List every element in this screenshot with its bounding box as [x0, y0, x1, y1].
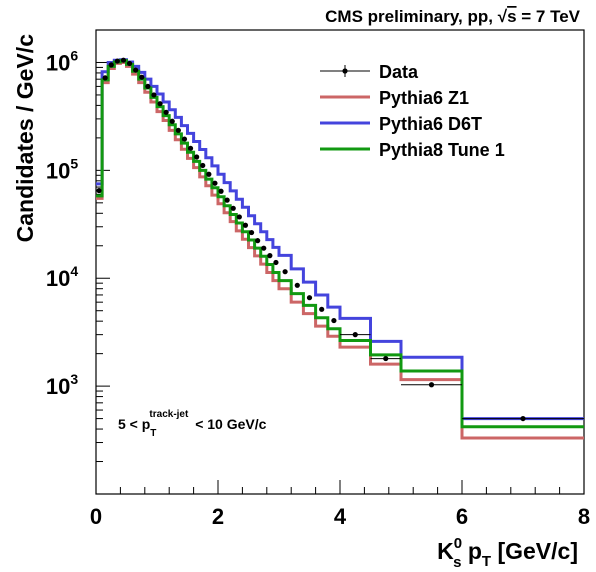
y-tick-label: 103 — [46, 371, 78, 399]
data-point — [114, 58, 120, 64]
legend-label: Data — [379, 62, 419, 82]
data-point — [218, 188, 224, 194]
series-pythia6-d6t — [96, 58, 584, 421]
x-tick-label: 8 — [578, 504, 590, 529]
data-point — [157, 101, 163, 107]
data-point — [352, 332, 358, 338]
x-axis-label-p: p — [461, 538, 481, 564]
data-point — [169, 118, 175, 124]
plot-frame — [95, 29, 585, 495]
annotation-sup: track-jet — [149, 409, 189, 420]
data-point — [163, 109, 169, 115]
annotation-sub: T — [150, 428, 156, 439]
legend-item: Data — [320, 62, 419, 82]
data-point — [428, 382, 435, 388]
x-tick-label: 2 — [212, 504, 224, 529]
data-point — [224, 197, 230, 203]
y-tick-label: 105 — [46, 155, 78, 183]
x-axis-label-sup: 0 — [454, 535, 462, 552]
series-layer — [96, 57, 584, 440]
y-tick-label: 104 — [46, 263, 78, 291]
x-tick-label: 0 — [90, 504, 102, 529]
chart-title: CMS preliminary, pp, √s = 7 TeV — [325, 7, 581, 26]
data-point — [273, 259, 279, 266]
data-point — [194, 154, 200, 160]
data-point — [319, 306, 325, 312]
data-point — [294, 282, 300, 288]
data-point — [126, 60, 133, 67]
legend-item: Pythia8 Tune 1 — [320, 140, 505, 160]
data-point — [151, 92, 157, 98]
data-point — [120, 57, 127, 63]
data-point — [212, 180, 218, 186]
data-point — [96, 187, 102, 194]
data-point — [102, 75, 108, 81]
series-pythia8-tune-1 — [96, 59, 584, 429]
data-point — [133, 67, 139, 73]
data-point — [267, 253, 273, 259]
data-point — [261, 245, 267, 251]
data-point — [248, 229, 255, 236]
title-prefix: CMS preliminary, pp, — [325, 7, 498, 26]
data-point — [145, 83, 151, 90]
data-point — [282, 269, 288, 275]
x-axis-label-sub: s — [453, 554, 461, 571]
data-point — [181, 136, 188, 142]
legend-swatch-point — [342, 68, 348, 74]
pt-range-annotation: 5 < pTtrack-jet < 10 GeV/c — [118, 409, 267, 439]
data-point — [139, 74, 145, 80]
annotation-suffix: < 10 GeV/c — [191, 416, 266, 432]
data-point — [331, 317, 337, 324]
x-axis-label-sub2: T — [482, 553, 491, 570]
series-data-points — [96, 57, 584, 422]
y-tick-label: 106 — [46, 47, 78, 75]
data-point — [230, 205, 236, 211]
data-point — [383, 355, 389, 362]
legend-label: Pythia8 Tune 1 — [379, 140, 505, 160]
data-point — [175, 127, 181, 133]
title-sqrt: √ — [498, 7, 508, 26]
x-axis-label: K0 s pT [GeV/c] — [437, 535, 578, 571]
legend: Data Pythia6 Z1 Pythia6 D6T Pythia8 Tune 1 — [320, 62, 505, 160]
x-axis-label-unit: [GeV/c] — [491, 538, 578, 564]
x-tick-label: 6 — [456, 504, 468, 529]
legend-item: Pythia6 D6T — [320, 114, 482, 134]
data-point — [236, 214, 242, 220]
legend-label: Pythia6 Z1 — [379, 88, 469, 108]
data-point — [200, 162, 206, 169]
data-point — [187, 145, 194, 151]
legend-label: Pythia6 D6T — [379, 114, 482, 134]
data-point — [108, 62, 114, 68]
title-s: s — [507, 7, 516, 26]
axes: 0 2 4 6 8 103 104 105 106 — [46, 29, 590, 529]
y-axis-label: Candidates / GeV/c — [12, 34, 38, 243]
data-point — [206, 171, 212, 177]
annotation-prefix: 5 < p — [118, 416, 150, 432]
x-tick-label: 4 — [334, 504, 347, 529]
data-point — [520, 415, 526, 422]
data-point — [306, 295, 313, 301]
data-point — [255, 238, 261, 244]
title-suffix: = 7 TeV — [517, 7, 581, 26]
legend-item: Pythia6 Z1 — [320, 88, 469, 108]
x-axis-label-k: K — [437, 538, 454, 564]
data-point — [242, 222, 249, 228]
